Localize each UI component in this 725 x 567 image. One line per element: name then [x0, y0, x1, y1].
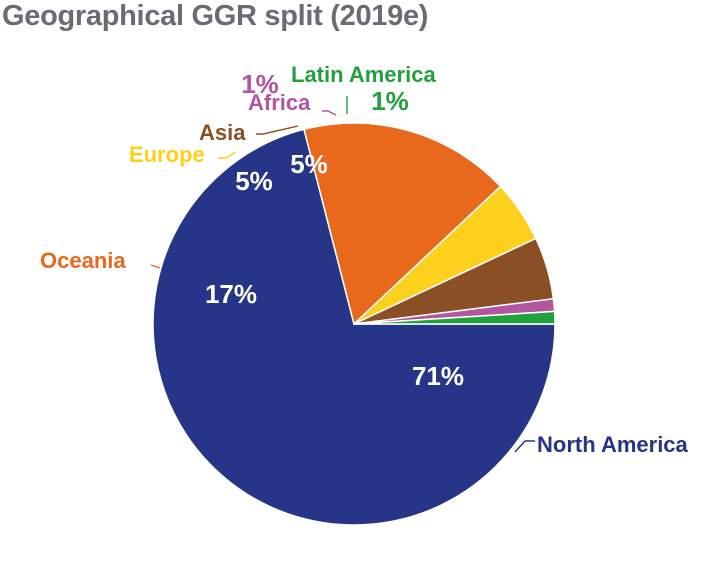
pie-slices — [152, 122, 556, 526]
value-label-africa: 1% — [241, 69, 279, 99]
category-label-asia: Asia — [199, 120, 246, 145]
leader-line-oceania — [150, 264, 161, 269]
pie-slice-latin-america — [353, 310, 556, 325]
pie-slice-north-america — [152, 128, 556, 526]
leader-line-africa — [322, 110, 337, 116]
leader-line-europe — [218, 151, 237, 159]
category-label-europe: Europe — [129, 142, 205, 167]
value-label-latin-america: 1% — [371, 86, 409, 116]
leader-line-asia — [256, 125, 299, 135]
leader-line-north-america — [514, 440, 535, 453]
leader-lines — [150, 96, 535, 453]
value-label-north-america: 71% — [412, 361, 464, 391]
pie-slice-oceania — [303, 122, 502, 326]
category-label-oceania: Oceania — [40, 248, 126, 273]
category-label-africa: Africa — [248, 90, 311, 115]
slice-labels: 71% North America 17% Oceania 5% Europe 5% Asia… — [40, 62, 689, 457]
category-label-north-america: North America — [537, 432, 689, 457]
value-label-europe: 5% — [235, 166, 273, 196]
value-label-asia: 5% — [290, 149, 328, 179]
chart-title: Geographical GGR split (2019e) — [2, 0, 429, 32]
value-label-oceania: 17% — [205, 279, 257, 309]
category-label-latin-america: Latin America — [291, 62, 436, 87]
